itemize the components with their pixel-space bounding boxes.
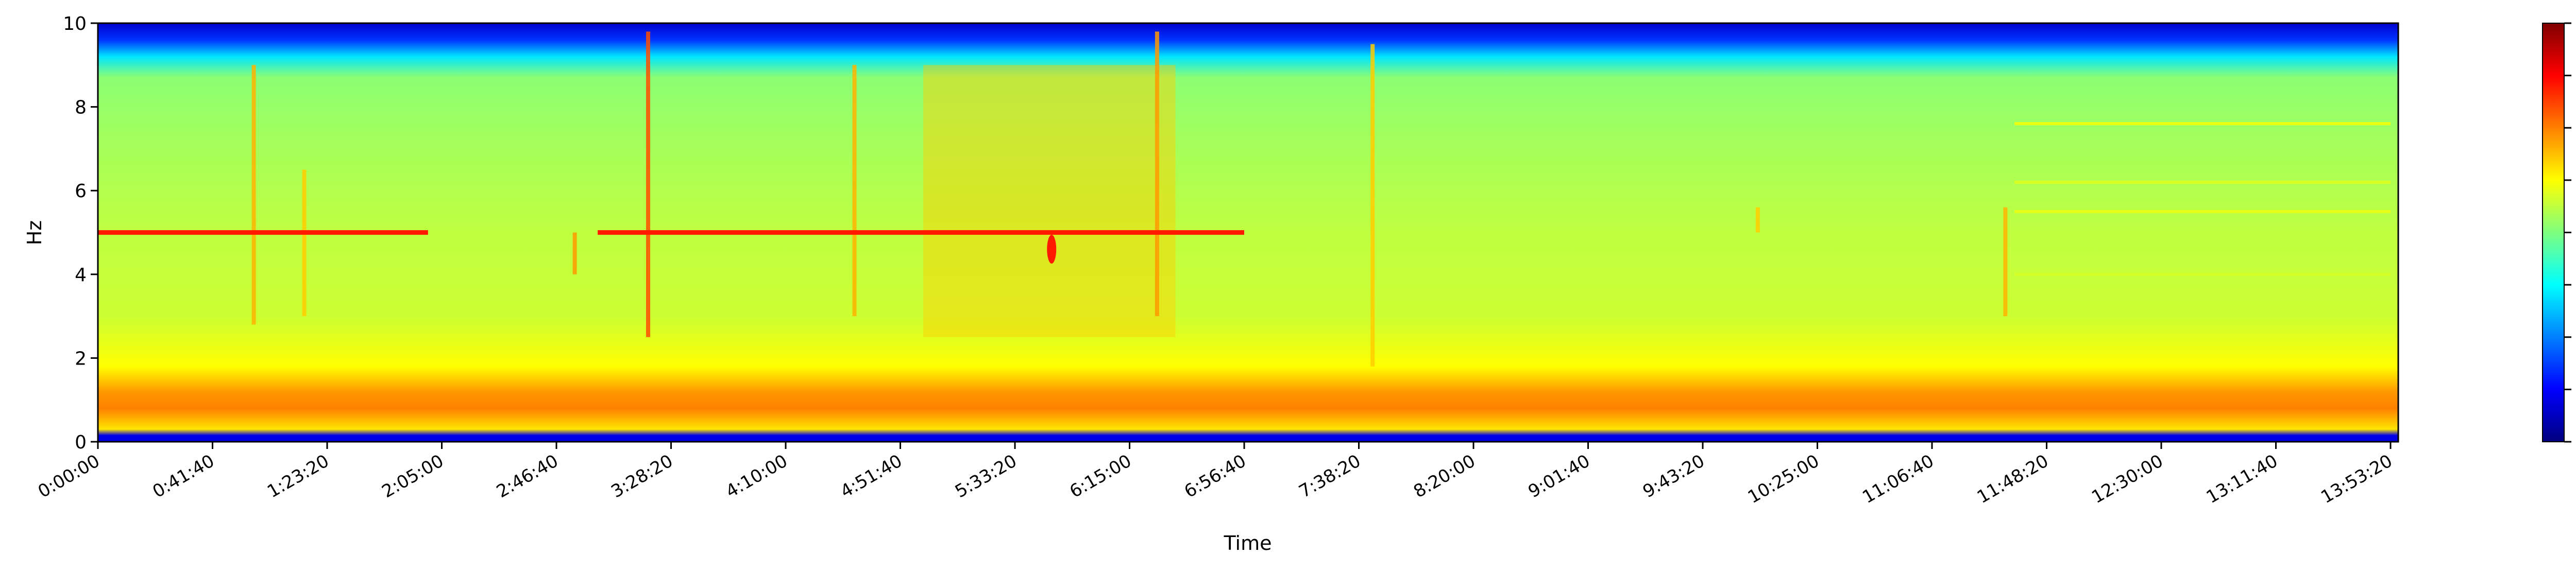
x-tick-label-19: 13:11:40: [2203, 451, 2281, 508]
broadband-burst-3: [646, 31, 650, 337]
hot-spot: [1047, 235, 1057, 264]
x-tick-label-1: 0:41:40: [149, 451, 218, 502]
x-tick-label-8: 5:33:20: [952, 451, 1021, 502]
x-tick-label-9: 6:15:00: [1066, 451, 1135, 502]
x-tick-label-2: 1:23:20: [264, 451, 333, 502]
broadband-burst-1: [302, 169, 307, 317]
x-tick-label-17: 11:48:20: [1974, 451, 2052, 508]
x-tick-label-18: 12:30:00: [2088, 451, 2166, 508]
x-tick-label-11: 7:38:20: [1295, 451, 1364, 502]
broadband-burst-7: [1755, 207, 1760, 233]
x-axis: 0:00:00 0:41:40 1:23:20 2:05:00 2:46:40 3:28:…: [35, 442, 2396, 508]
x-tick-label-6: 4:10:00: [722, 451, 791, 502]
colorbar: +0 dB-10 dB-20 dB-30 dB-40 dB-50 dB-60 d…: [2542, 22, 2571, 443]
y-axis: 0 2 4 6 8 10: [63, 13, 98, 453]
broadband-burst-2: [572, 232, 577, 274]
spectrogram-plot-area: [97, 22, 2399, 443]
broadband-burst-0: [251, 65, 256, 325]
colorbar-gradient: [2542, 23, 2565, 442]
y-tick-label-5: 10: [63, 13, 87, 34]
x-tick-label-4: 2:46:40: [493, 451, 562, 502]
y-tick-label-1: 2: [75, 348, 87, 369]
y-tick-label-2: 4: [75, 265, 87, 286]
broadband-burst-6: [1370, 44, 1375, 367]
x-tick-label-20: 13:53:20: [2317, 451, 2396, 508]
x-tick-label-16: 11:06:40: [1859, 451, 1937, 508]
x-tick-label-12: 8:20:00: [1410, 451, 1479, 502]
plot-frame: [97, 22, 2399, 443]
y-tick-label-3: 6: [75, 181, 87, 202]
broadband-burst-8: [2003, 207, 2008, 317]
elevated-region: [923, 65, 1176, 337]
spectrogram-heatmap: [98, 23, 2398, 442]
x-tick-label-5: 3:28:20: [607, 451, 676, 502]
y-tick-label-0: 0: [75, 432, 87, 453]
x-tick-label-3: 2:05:00: [378, 451, 447, 502]
colorbar-ticks: +0 dB-10 dB-20 dB-30 dB-40 dB-50 dB-60 d…: [2564, 22, 2571, 443]
x-tick-label-7: 4:51:40: [837, 451, 906, 502]
broadband-burst-4: [852, 65, 857, 317]
x-axis-label: Time: [1224, 532, 1272, 555]
y-tick-label-4: 8: [75, 97, 87, 118]
x-tick-label-14: 9:43:20: [1639, 451, 1708, 502]
spectrogram-features: [98, 31, 2391, 367]
x-tick-label-13: 9:01:40: [1524, 451, 1594, 502]
y-axis-label: Hz: [23, 220, 46, 246]
x-tick-label-0: 0:00:00: [35, 451, 104, 502]
broadband-burst-5: [1155, 31, 1159, 317]
x-tick-label-15: 10:25:00: [1744, 451, 1823, 508]
x-tick-label-10: 6:56:40: [1181, 451, 1250, 502]
